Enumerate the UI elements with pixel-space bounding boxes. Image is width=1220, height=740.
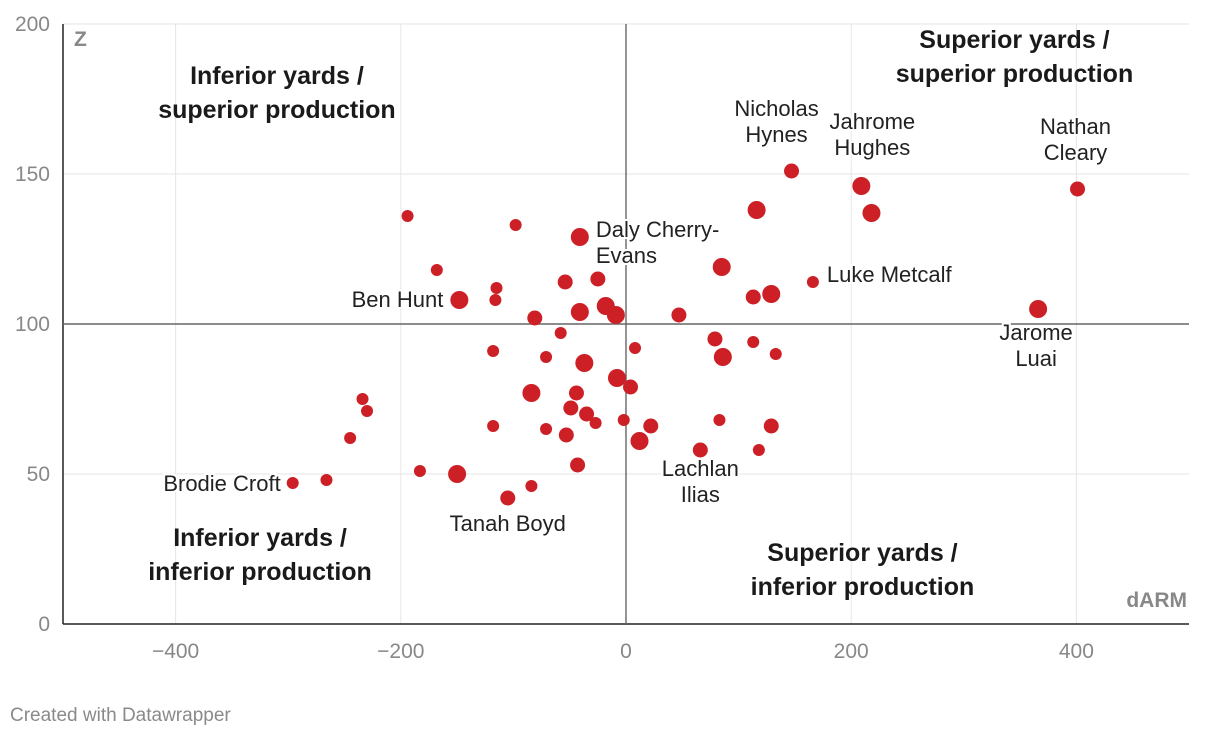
point-label: Nicholas Hynes xyxy=(734,96,818,147)
data-point xyxy=(430,264,443,276)
x-tick-label: 0 xyxy=(620,640,632,663)
data-point xyxy=(606,306,625,324)
data-point xyxy=(361,405,374,417)
data-point xyxy=(590,271,606,287)
data-point xyxy=(745,289,761,305)
data-point xyxy=(487,345,500,357)
data-point xyxy=(522,384,541,402)
data-point xyxy=(784,163,800,179)
data-point xyxy=(575,354,594,372)
data-point xyxy=(570,303,589,321)
data-point xyxy=(752,444,765,456)
data-point xyxy=(527,310,543,326)
quadrant-labels: Inferior yards / superior production Super… xyxy=(148,26,1133,601)
point-label: Tanah Boyd xyxy=(450,511,566,536)
data-point xyxy=(713,348,732,366)
data-point xyxy=(713,414,726,426)
reference-lines xyxy=(62,24,1189,625)
data-point xyxy=(629,342,642,354)
quadrant-label: Inferior yards / inferior production xyxy=(148,524,372,586)
data-point xyxy=(401,210,414,222)
data-point xyxy=(490,282,503,294)
data-point xyxy=(356,393,369,405)
data-point xyxy=(557,274,573,290)
quadrant-label: Superior yards / inferior production xyxy=(751,539,975,601)
data-point xyxy=(558,427,574,443)
data-point xyxy=(617,414,630,426)
point-label: Ben Hunt xyxy=(352,287,444,312)
quadrant-label: Superior yards / superior production xyxy=(896,26,1134,88)
data-point xyxy=(286,477,299,489)
y-axis-label: Z xyxy=(74,28,87,51)
point-label: Luke Metcalf xyxy=(827,262,953,287)
data-point xyxy=(1029,300,1048,318)
data-point xyxy=(568,385,584,401)
point-label: Jahrome Hughes xyxy=(830,109,916,160)
data-point xyxy=(525,480,538,492)
data-point xyxy=(707,331,723,347)
data-point xyxy=(554,327,567,339)
data-point xyxy=(570,228,589,246)
data-point xyxy=(540,351,553,363)
data-point xyxy=(540,423,553,435)
data-point xyxy=(643,418,659,434)
data-point xyxy=(509,219,522,231)
point-label: Nathan Cleary xyxy=(1040,114,1111,165)
data-point xyxy=(747,201,766,219)
data-point xyxy=(489,294,502,306)
data-point xyxy=(852,177,871,195)
data-point xyxy=(344,432,357,444)
data-point xyxy=(579,406,595,422)
data-point xyxy=(589,417,602,429)
data-point xyxy=(413,465,426,477)
data-point xyxy=(563,400,579,416)
x-tick-label: 400 xyxy=(1059,640,1094,663)
point-label: Brodie Croft xyxy=(163,471,280,496)
footer-credit: Created with Datawrapper xyxy=(10,705,231,726)
data-point xyxy=(448,465,467,483)
data-point xyxy=(671,307,687,323)
data-point xyxy=(500,490,516,506)
data-point xyxy=(763,418,779,434)
point-label: Lachlan Ilias xyxy=(662,456,739,507)
y-tick-label: 200 xyxy=(15,13,50,36)
data-point xyxy=(769,348,782,360)
x-tick-label: −200 xyxy=(377,640,424,663)
axis-ticks: −400 −200 0 200 400 0 50 100 150 200 xyxy=(15,13,1094,663)
data-point xyxy=(570,457,586,473)
x-axis-label: dARM xyxy=(1126,589,1187,612)
y-tick-label: 0 xyxy=(38,613,50,636)
data-point xyxy=(1070,181,1086,197)
data-point xyxy=(762,285,781,303)
y-tick-label: 50 xyxy=(27,463,50,486)
data-point xyxy=(607,369,626,387)
x-tick-label: −400 xyxy=(152,640,199,663)
y-tick-label: 150 xyxy=(15,163,50,186)
data-point xyxy=(320,474,333,486)
quadrant-label: Inferior yards / superior production xyxy=(158,62,396,124)
y-tick-label: 100 xyxy=(15,313,50,336)
point-label: Jarome Luai xyxy=(999,320,1072,371)
data-point xyxy=(747,336,760,348)
x-tick-label: 200 xyxy=(834,640,869,663)
data-points xyxy=(286,163,1086,506)
data-point xyxy=(623,379,639,395)
data-point xyxy=(487,420,500,432)
data-point xyxy=(630,432,649,450)
data-point xyxy=(712,258,731,276)
data-point xyxy=(806,276,819,288)
data-point xyxy=(450,291,469,309)
data-point xyxy=(692,442,708,458)
point-labels: Brodie Croft Ben Hunt Daly Cherry-Evans Nic… xyxy=(161,94,1113,538)
point-label: Daly Cherry-Evans xyxy=(596,217,719,268)
data-point xyxy=(862,204,881,222)
